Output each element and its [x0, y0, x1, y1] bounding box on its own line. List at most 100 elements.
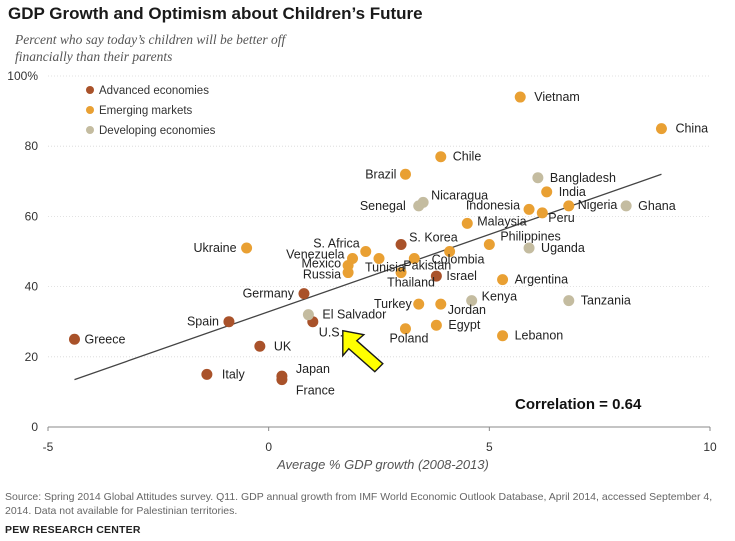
point-label: Kenya	[482, 290, 517, 304]
legend-marker	[86, 126, 94, 134]
point-label: S. Korea	[409, 230, 458, 244]
point-labels: Greece Spain Italy UK Japan France Germany U.S.…	[84, 90, 708, 398]
point-label: Indonesia	[466, 198, 520, 212]
brand-label: PEW RESEARCH CENTER	[5, 524, 141, 536]
us-highlight-arrow	[342, 329, 384, 373]
legend-marker	[86, 86, 94, 94]
point-label: Jordan	[448, 303, 486, 317]
y-tick-label: 40	[25, 280, 39, 294]
gridlines	[48, 75, 710, 358]
point-philippines	[483, 238, 495, 250]
point-brazil	[399, 168, 411, 180]
point-label: Colombia	[432, 253, 485, 267]
point-vietnam	[514, 91, 526, 103]
point-turkey	[413, 298, 425, 310]
point-label: Greece	[84, 332, 125, 346]
point-label: Argentina	[515, 273, 569, 287]
trendline	[74, 173, 662, 381]
point-china	[655, 123, 667, 135]
legend-entry: Developing economies	[99, 125, 216, 137]
point-greece	[68, 333, 80, 345]
point-label: India	[559, 185, 586, 199]
x-tick-label: -5	[43, 440, 54, 454]
legend-entry: Emerging markets	[99, 105, 193, 117]
point-germany	[298, 288, 310, 300]
chart-title: GDP Growth and Optimism about Children’s…	[8, 4, 423, 23]
point-label: Israel	[446, 269, 477, 283]
point-label: Italy	[222, 367, 246, 381]
point-label: Nigeria	[578, 198, 618, 212]
point-label: Malaysia	[477, 214, 526, 228]
x-tick-label: 10	[703, 440, 717, 454]
point-israel	[430, 270, 442, 282]
point-label: Vietnam	[534, 90, 580, 104]
point-label: Spain	[187, 315, 219, 329]
point-label: Germany	[243, 287, 295, 301]
point-label: Venezuela	[286, 248, 344, 262]
x-tick-label: 5	[486, 440, 493, 454]
point-label: Ukraine	[194, 241, 237, 255]
point-el-salvador	[302, 309, 314, 321]
point-france	[276, 374, 288, 386]
point-label: Senegal	[360, 199, 406, 213]
point-label: Lebanon	[515, 329, 564, 343]
point-pakistan	[408, 253, 420, 265]
point-label: China	[675, 122, 708, 136]
point-thailand	[395, 267, 407, 279]
axes: 0 20 40 60 80 100% -5 0 5 10	[7, 69, 717, 454]
y-tick-label: 100%	[7, 69, 38, 83]
point-label: Uganda	[541, 241, 585, 255]
y-tick-label: 20	[25, 350, 39, 364]
point-indonesia	[523, 203, 535, 215]
point-kenya	[466, 295, 478, 307]
point-bangladesh	[532, 172, 544, 184]
point-label: Tunisia	[365, 261, 405, 275]
data-points	[68, 91, 667, 386]
point-colombia	[444, 246, 456, 257]
scatter-chart: 0 20 40 60 80 100% -5 0 5 10 Greece Spain Italy UK Ja…	[7, 69, 717, 472]
point-russia	[342, 267, 354, 279]
point-egypt	[430, 319, 442, 331]
point-uganda	[523, 242, 535, 254]
point-argentina	[497, 274, 509, 286]
point-label: Philippines	[500, 229, 560, 243]
legend-marker	[86, 106, 94, 114]
trendline-line	[74, 173, 662, 381]
point-label: Pakistan	[403, 259, 451, 273]
point-label: Tanzania	[581, 294, 631, 308]
point-india	[541, 186, 553, 198]
legend: Advanced economies Emerging markets Develo…	[86, 85, 216, 137]
arrow-icon	[342, 329, 384, 373]
point-label: Peru	[548, 211, 574, 225]
correlation-label: Correlation = 0.64	[515, 396, 642, 413]
source-note: Source: Spring 2014 Global Attitudes sur…	[5, 491, 713, 517]
legend-entry: Advanced economies	[99, 85, 209, 97]
point-ghana	[620, 200, 632, 212]
point-lebanon	[497, 330, 509, 342]
x-axis-label: Average % GDP growth (2008-2013)	[276, 457, 489, 472]
point-label: El Salvador	[322, 308, 386, 322]
point-peru	[536, 207, 548, 219]
point-spain	[223, 316, 235, 328]
point-label: U.S.	[319, 326, 343, 340]
point-label: S. Africa	[313, 237, 360, 251]
point-tunisia	[373, 253, 385, 265]
point-chile	[435, 151, 447, 163]
point-nicaragua	[417, 196, 429, 208]
point-italy	[201, 368, 213, 380]
point-label: Thailand	[387, 276, 435, 290]
point-nigeria	[563, 200, 575, 212]
point-label: Mexico	[302, 257, 342, 271]
point-label: UK	[274, 339, 292, 353]
point-tanzania	[563, 295, 575, 307]
point-poland	[399, 323, 411, 335]
point-label: France	[296, 384, 335, 398]
point-label: Turkey	[374, 297, 412, 311]
point-s-korea	[395, 238, 407, 250]
y-tick-label: 60	[25, 209, 39, 223]
point-label: Poland	[389, 332, 428, 346]
chart-subtitle: Percent who say today’s children will be…	[15, 32, 286, 64]
point-jordan	[435, 298, 447, 310]
point-s-africa	[360, 246, 372, 257]
point-ukraine	[241, 242, 253, 254]
